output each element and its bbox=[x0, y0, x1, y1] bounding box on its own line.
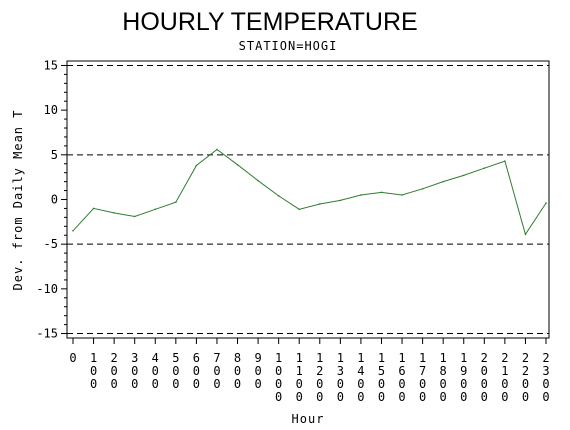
y-axis: -15 -10 -5 0 5 10 15 bbox=[36, 58, 67, 341]
x-axis-label: Hour bbox=[292, 412, 325, 426]
data-point bbox=[175, 201, 177, 203]
chart-subtitle: STATION=HOGI bbox=[239, 39, 338, 53]
data-point bbox=[72, 229, 74, 232]
data-point bbox=[545, 202, 547, 204]
series-layer bbox=[72, 148, 547, 236]
data-point bbox=[216, 148, 218, 151]
y-tick-label: 5 bbox=[51, 148, 58, 162]
y-tick-label: -10 bbox=[36, 282, 58, 296]
y-axis-label: Dev. from Daily Mean T bbox=[11, 110, 25, 291]
chart-title: HOURLY TEMPERATURE bbox=[122, 8, 417, 36]
y-tick-label: 15 bbox=[44, 58, 58, 72]
x-axis: 0 1 0 0 2 0 0 3 0 0 4 0 0 5 0 0 6 0 0 7 0 0 8 0 0 9 0 0 1 0 0 0 1 1 0 0 1 2 0 0… bbox=[69, 338, 550, 404]
data-point bbox=[236, 163, 239, 166]
x-tick-label: 0 bbox=[69, 351, 76, 365]
data-point bbox=[462, 174, 465, 177]
data-point bbox=[133, 215, 136, 218]
data-point bbox=[298, 208, 301, 211]
data-point bbox=[339, 199, 342, 202]
data-point bbox=[483, 167, 486, 170]
data-point bbox=[524, 233, 527, 236]
y-tick-label: -15 bbox=[36, 327, 58, 341]
y-tick-label: 0 bbox=[51, 193, 58, 207]
data-point bbox=[92, 207, 95, 210]
data-point bbox=[277, 195, 280, 197]
plot-frame bbox=[66, 60, 550, 339]
data-point bbox=[195, 164, 198, 167]
reference-lines bbox=[67, 64, 549, 335]
data-point bbox=[318, 203, 321, 205]
data-point bbox=[504, 160, 506, 162]
y-tick-label: 10 bbox=[44, 103, 58, 117]
data-point bbox=[380, 191, 383, 194]
data-point bbox=[421, 187, 424, 190]
data-point bbox=[257, 179, 259, 182]
y-tick-label: -5 bbox=[44, 237, 58, 251]
data-point bbox=[113, 212, 115, 214]
data-point bbox=[154, 208, 157, 211]
data-point bbox=[360, 194, 362, 196]
data-point bbox=[401, 194, 403, 196]
data-point bbox=[442, 180, 444, 183]
series-line-0 bbox=[72, 148, 547, 236]
